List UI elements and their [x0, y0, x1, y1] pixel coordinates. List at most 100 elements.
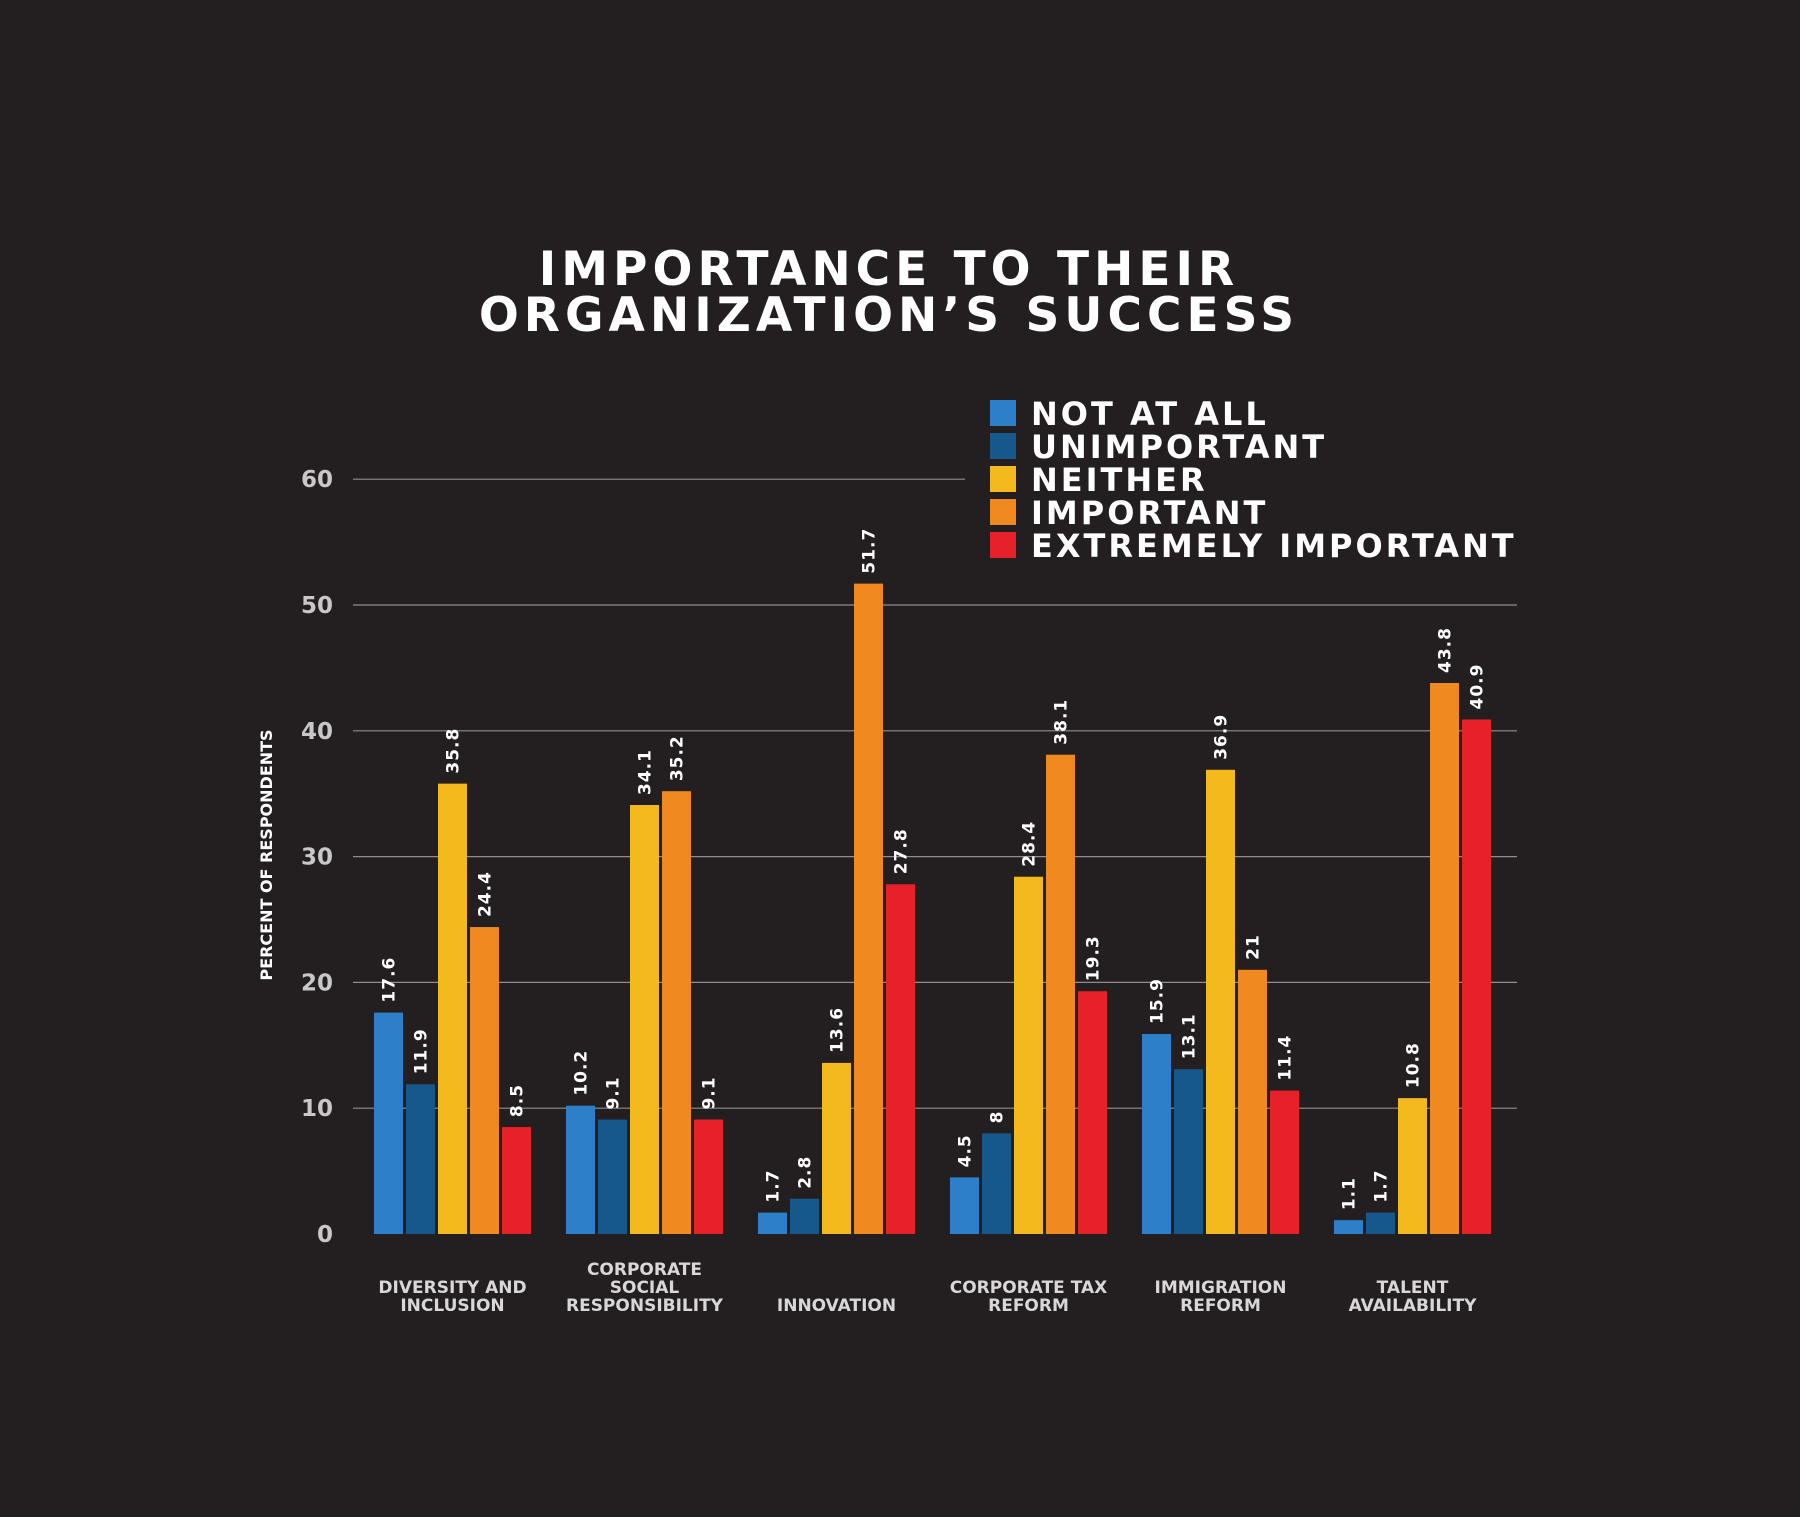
bar	[502, 1127, 531, 1234]
bar	[1174, 1069, 1203, 1234]
bar	[1366, 1212, 1395, 1234]
bar	[694, 1119, 723, 1234]
bar	[854, 583, 883, 1234]
data-label: 8.5	[508, 1084, 528, 1117]
bar	[1078, 991, 1107, 1234]
bar	[822, 1062, 851, 1234]
category-label: IMMIGRATION	[1155, 1278, 1287, 1298]
y-axis-ticks: 0 10 20 30 40 50 60	[301, 467, 333, 1248]
legend-label: NOT AT ALL	[1031, 395, 1269, 433]
data-label: 4.5	[956, 1134, 976, 1167]
data-label: 8	[988, 1111, 1008, 1124]
category-label: DIVERSITY AND	[378, 1278, 526, 1298]
data-label: 51.7	[860, 528, 880, 574]
category-label: REFORM	[988, 1296, 1069, 1316]
data-label: 27.8	[892, 828, 912, 874]
data-label: 24.4	[476, 871, 496, 917]
data-label: 2.8	[796, 1156, 816, 1189]
data-label: 34.1	[636, 749, 656, 795]
bar	[1430, 682, 1459, 1234]
data-label: 21	[1244, 934, 1264, 960]
bar	[1398, 1098, 1427, 1234]
y-tick-label: 20	[301, 970, 333, 996]
data-label: 15.9	[1148, 978, 1168, 1024]
bar	[470, 927, 499, 1234]
y-tick-label: 60	[301, 467, 333, 493]
legend-swatch	[990, 466, 1016, 492]
data-label: 1.1	[1340, 1177, 1360, 1210]
y-axis-label: PERCENT OF RESPONDENTS	[257, 729, 276, 980]
legend-swatch	[990, 499, 1016, 525]
bars	[374, 583, 1491, 1234]
legend-label: EXTREMELY IMPORTANT	[1031, 527, 1517, 565]
bar	[1014, 876, 1043, 1234]
bar	[1270, 1090, 1299, 1234]
data-label: 9.1	[604, 1076, 624, 1109]
data-label: 13.1	[1180, 1013, 1200, 1059]
legend-label: UNIMPORTANT	[1031, 428, 1327, 466]
data-label: 38.1	[1052, 699, 1072, 745]
data-label: 40.9	[1468, 664, 1488, 710]
bar	[438, 783, 467, 1234]
category-label: TALENT	[1377, 1278, 1449, 1298]
data-label: 1.7	[764, 1169, 784, 1202]
data-label: 19.3	[1084, 935, 1104, 981]
data-label: 9.1	[700, 1076, 720, 1109]
y-tick-label: 30	[301, 845, 333, 871]
legend: NOT AT ALLUNIMPORTANTNEITHERIMPORTANTEXT…	[990, 395, 1517, 565]
category-label: INCLUSION	[400, 1296, 504, 1316]
data-label: 35.2	[668, 735, 688, 781]
legend-swatch	[990, 400, 1016, 426]
grid-lines	[353, 478, 1517, 1109]
y-tick-label: 50	[301, 593, 333, 619]
bar	[1238, 969, 1267, 1234]
data-label: 10.2	[572, 1050, 592, 1096]
bar	[1046, 754, 1075, 1234]
bar	[950, 1177, 979, 1234]
data-label: 11.4	[1276, 1035, 1296, 1081]
bar	[406, 1084, 435, 1234]
data-label: 35.8	[444, 728, 464, 774]
bar	[630, 805, 659, 1234]
bar	[566, 1105, 595, 1234]
legend-label: IMPORTANT	[1031, 494, 1268, 532]
legend-swatch	[990, 433, 1016, 459]
data-label: 10.8	[1404, 1042, 1424, 1088]
category-label: AVAILABILITY	[1349, 1296, 1478, 1316]
category-label: RESPONSIBILITY	[566, 1296, 724, 1316]
bar	[1462, 719, 1491, 1234]
title-line-1: IMPORTANCE TO THEIR	[539, 242, 1239, 297]
bar	[1142, 1033, 1171, 1234]
bar	[790, 1198, 819, 1234]
bar	[1334, 1220, 1363, 1234]
category-label: CORPORATE	[587, 1260, 702, 1280]
category-label: REFORM	[1180, 1296, 1261, 1316]
data-label: 36.9	[1212, 714, 1232, 760]
bar	[662, 791, 691, 1234]
data-label: 13.6	[828, 1007, 848, 1053]
bar	[982, 1133, 1011, 1234]
bar	[598, 1119, 627, 1234]
legend-swatch	[990, 532, 1016, 558]
bar	[758, 1212, 787, 1234]
bar	[886, 884, 915, 1234]
data-label: 28.4	[1020, 821, 1040, 867]
y-axis-title: PERCENT OF RESPONDENTS	[257, 729, 276, 980]
data-label: 17.6	[380, 957, 400, 1003]
bar	[1206, 769, 1235, 1234]
data-labels: 17.6 11.9 35.8 24.4 8.5 10.2 9.1 34.1 35.2 9.1 1.7…	[380, 528, 1488, 1211]
legend-label: NEITHER	[1031, 461, 1208, 499]
title-line-2: ORGANIZATION’S SUCCESS	[479, 288, 1299, 343]
category-label: INNOVATION	[777, 1296, 896, 1316]
data-label: 1.7	[1372, 1169, 1392, 1202]
data-label: 11.9	[412, 1028, 432, 1074]
category-label: CORPORATE TAX	[950, 1278, 1108, 1298]
data-label: 43.8	[1436, 627, 1456, 673]
y-tick-label: 40	[301, 719, 333, 745]
bar	[374, 1012, 403, 1234]
y-tick-label: 0	[317, 1222, 333, 1248]
category-label: SOCIAL	[610, 1278, 680, 1298]
